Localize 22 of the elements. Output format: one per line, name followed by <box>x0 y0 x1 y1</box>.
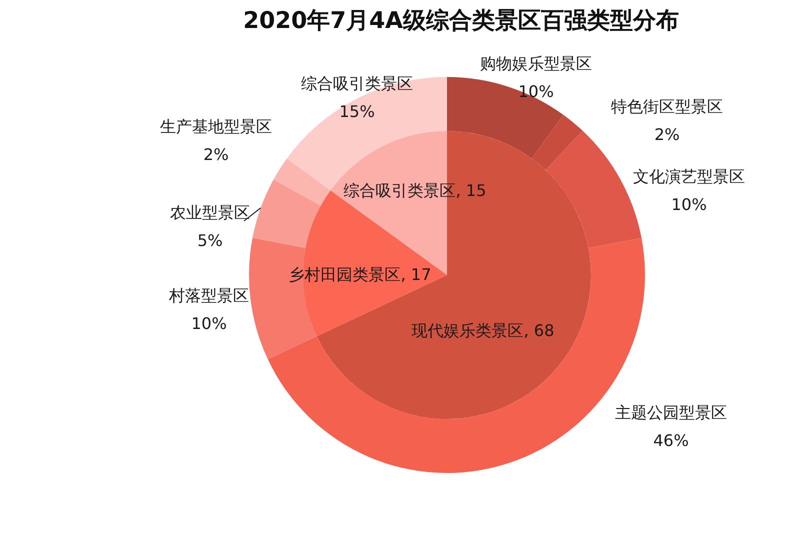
slice-label: 特色街区型景区 <box>611 97 723 116</box>
data-label: 15% <box>339 102 375 122</box>
data-label: , 15 <box>456 181 486 200</box>
slice-label: 农业型景区 <box>170 203 250 222</box>
slice-label: 主题公园型景区 <box>615 403 727 422</box>
data-label: , 17 <box>400 265 432 284</box>
chart-title: 2020年7月4A级综合类景区百强类型分布 <box>243 8 679 34</box>
slice-label: 现代娱乐类景区 <box>412 321 524 340</box>
slice-label: 生产基地型景区 <box>160 117 272 136</box>
data-label: 46% <box>653 431 689 450</box>
data-label: 10% <box>191 314 227 334</box>
data-label: 2% <box>654 125 680 144</box>
data-label: 2% <box>203 145 229 164</box>
data-label: 10% <box>671 195 707 214</box>
slice-label: 购物娱乐型景区 <box>480 54 592 74</box>
data-label: 10% <box>518 82 554 102</box>
slice-label: 村落型景区 <box>168 286 249 306</box>
slice-label: 文化演艺型景区 <box>633 167 745 186</box>
slice-label: 综合吸引类景区 <box>301 74 413 94</box>
slice-label: 乡村田园类景区 <box>288 265 401 284</box>
data-label: 5% <box>197 231 223 250</box>
data-label: , 68 <box>524 321 554 340</box>
